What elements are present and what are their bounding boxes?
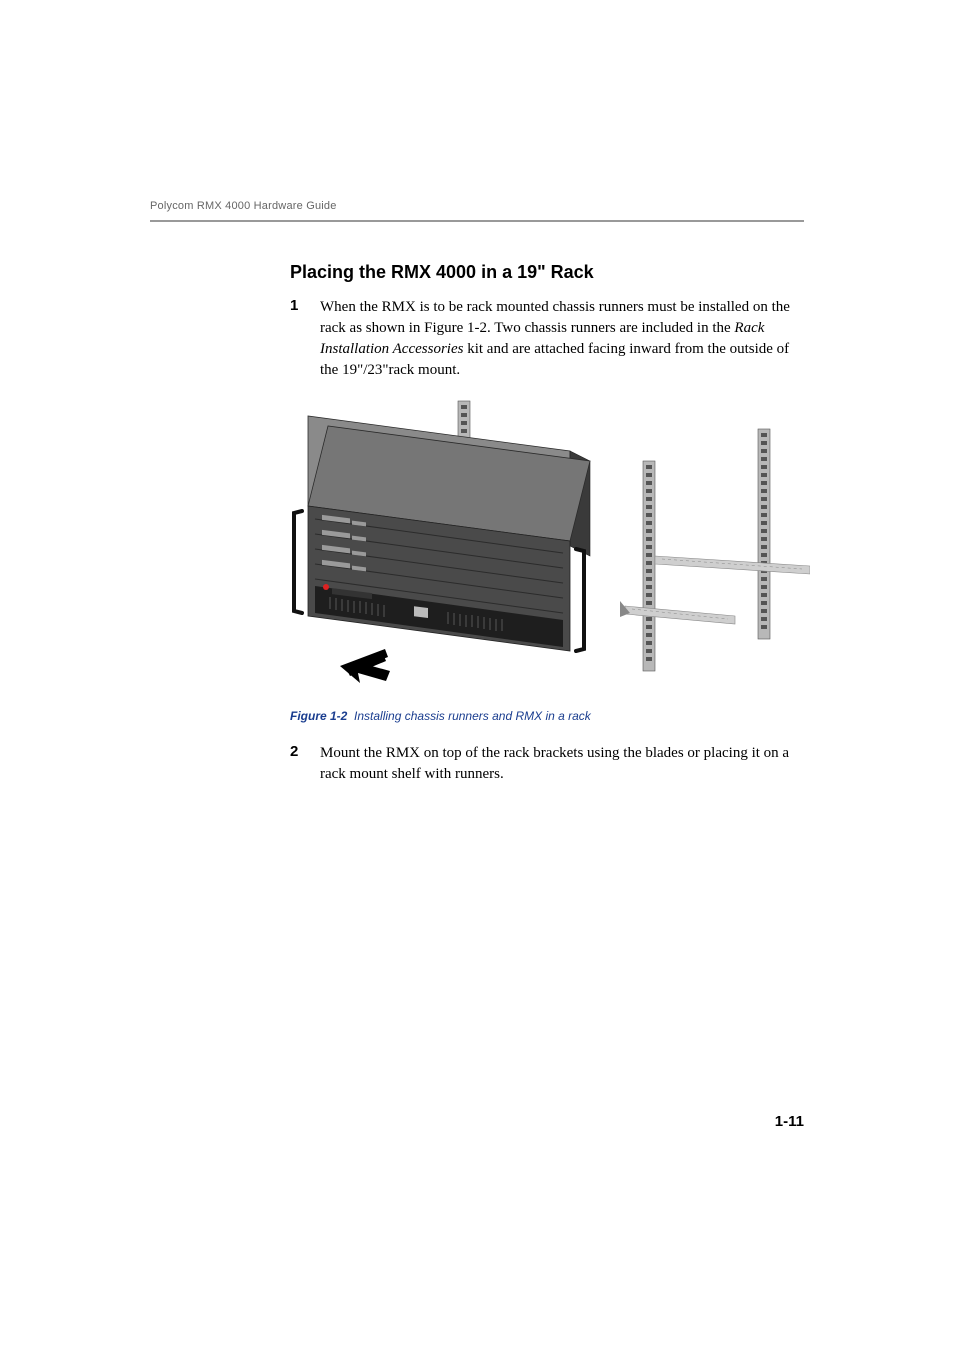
header-rule [150, 220, 804, 222]
step-1: 1 When the RMX is to be rack mounted cha… [290, 297, 804, 381]
rmx-chassis-body [294, 426, 590, 683]
rack-rail-right-rear [758, 429, 770, 639]
page-number: 1-11 [775, 1113, 804, 1130]
section-heading: Placing the RMX 4000 in a 19" Rack [290, 262, 804, 283]
step-2-number: 2 [290, 743, 320, 785]
figure-caption-text: Installing chassis runners and RMX in a … [354, 709, 591, 723]
figure-illustration [290, 391, 810, 701]
step-1-text: When the RMX is to be rack mounted chass… [320, 297, 804, 381]
step-1-text-a: When the RMX is to be rack mounted chass… [320, 299, 790, 336]
step-2-text-a: Mount the RMX on top of the rack bracket… [320, 745, 789, 782]
figure-label: Figure 1-2 [290, 709, 347, 723]
rack-rail-left-front [643, 461, 655, 671]
figure-caption: Figure 1-2 Installing chassis runners an… [290, 709, 804, 723]
running-header: Polycom RMX 4000 Hardware Guide [150, 200, 804, 212]
chassis-runner-lower [620, 601, 735, 624]
document-page: Polycom RMX 4000 Hardware Guide Placing … [0, 0, 954, 1350]
chassis-runner-upper [655, 556, 810, 574]
step-2: 2 Mount the RMX on top of the rack brack… [290, 743, 804, 785]
figure-1-2 [290, 391, 804, 701]
content-area: Placing the RMX 4000 in a 19" Rack 1 Whe… [150, 262, 804, 785]
step-1-number: 1 [290, 297, 320, 381]
step-2-text: Mount the RMX on top of the rack bracket… [320, 743, 804, 785]
